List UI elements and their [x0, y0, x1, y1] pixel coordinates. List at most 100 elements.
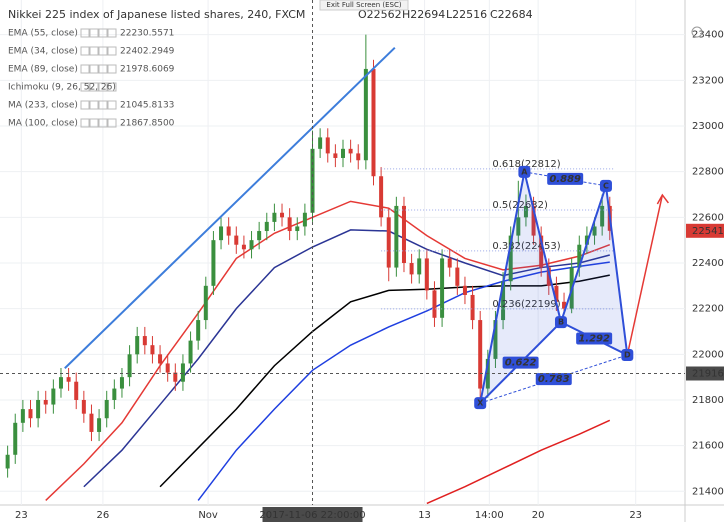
- candle-body: [127, 354, 132, 378]
- y-tick-label: 22600: [692, 212, 724, 223]
- pattern-point: [599, 179, 612, 192]
- candle-body: [379, 176, 384, 218]
- x-tick-label: 23: [629, 510, 642, 521]
- candle-body: [28, 409, 33, 419]
- candle-body: [188, 340, 193, 364]
- chart-title: Nikkei 225 index of Japanese listed shar…: [8, 8, 305, 21]
- legend-icon: [89, 100, 99, 110]
- ohlc-value: O22562: [358, 8, 402, 21]
- legend-icon: [89, 28, 99, 38]
- candle-body: [371, 68, 376, 177]
- candle-body: [249, 240, 254, 250]
- legend-name: MA (233, close): [8, 101, 78, 111]
- ma-line: [45, 200, 611, 501]
- candle-body: [104, 399, 109, 419]
- fib-label: 0.382(22453): [492, 241, 560, 252]
- candle-body: [341, 148, 345, 158]
- y-tick-label: 22200: [692, 304, 724, 315]
- candle-body: [241, 244, 246, 250]
- candle-body: [554, 285, 559, 302]
- legend-value: 22230.5571: [120, 29, 174, 39]
- ratio-label: 0.622: [505, 358, 537, 369]
- y-tick-label: 21600: [692, 441, 724, 452]
- candle-body: [462, 285, 467, 295]
- candle-body: [600, 205, 605, 227]
- candle-body: [119, 377, 124, 389]
- candle-body: [58, 377, 63, 389]
- candle-body: [196, 320, 201, 341]
- pattern-point-label: A: [521, 167, 528, 176]
- legend-icon: [98, 28, 108, 38]
- legend-icon: [107, 46, 117, 56]
- candle-body: [5, 454, 10, 469]
- legend-icon: [80, 64, 90, 74]
- candle-body: [417, 258, 422, 275]
- y-tick-label: 23400: [692, 30, 724, 41]
- ratio-box: [502, 356, 539, 369]
- candle-body: [43, 399, 48, 405]
- ratio-box: [576, 332, 613, 345]
- candle-body: [135, 336, 140, 355]
- legend-value: 21045.8133: [120, 101, 174, 111]
- candle-body: [455, 267, 460, 286]
- candle-body: [432, 290, 437, 318]
- ratio-box: [535, 373, 572, 386]
- x-tick-label: 26: [97, 510, 110, 521]
- x-tick-label: 13: [418, 510, 431, 521]
- legend-name: Ichimoku (9, 26, 52, 26): [8, 83, 116, 93]
- fib-label: 0.5(22632): [492, 200, 548, 211]
- legend-value: 21978.6069: [120, 65, 175, 75]
- pattern-point: [474, 397, 487, 410]
- legend-row: EMA (34, close) 22402.2949: [8, 46, 175, 57]
- x-tick-label: 20: [532, 510, 545, 521]
- legend-name: EMA (89, close): [8, 65, 78, 75]
- candle-body: [356, 153, 361, 161]
- legend-row: MA (100, close) 21867.8500: [8, 118, 175, 129]
- candle-body: [493, 320, 498, 359]
- x-tick-label: Nov: [198, 510, 218, 521]
- arrow-head: [656, 193, 669, 205]
- candle-body: [577, 244, 582, 268]
- ohlc-value: L22516: [446, 8, 487, 21]
- ma-line: [159, 274, 610, 488]
- legend-name: MA (100, close): [8, 119, 78, 129]
- last-price-box: [686, 223, 724, 238]
- legend-row: MA (233, close) 21045.8133: [8, 100, 174, 111]
- candle-body: [264, 221, 269, 232]
- candle-body: [584, 235, 589, 245]
- candle-body: [89, 413, 94, 432]
- candle-body: [478, 320, 483, 389]
- legend-icon: [89, 64, 99, 74]
- crosshair-time-box: [262, 507, 363, 522]
- candle-body: [81, 399, 86, 414]
- legend-icon: [80, 28, 90, 38]
- legend-icon: [98, 46, 108, 56]
- ma-line: [83, 229, 610, 488]
- x-tick-label: 23: [15, 510, 28, 521]
- ratio-label: 1.292: [578, 334, 610, 345]
- legend-row: Ichimoku (9, 26, 52, 26): [8, 82, 117, 93]
- candle-body: [226, 226, 231, 236]
- legend-icon: [98, 82, 108, 92]
- legend-icon: [89, 82, 99, 92]
- legend-icon: [98, 64, 108, 74]
- legend-icon: [107, 82, 117, 92]
- y-tick-label: 21800: [692, 395, 724, 406]
- candle-body: [165, 363, 170, 373]
- legend-value: 21867.8500: [120, 119, 175, 129]
- pattern-point-label: C: [603, 181, 609, 190]
- candle-body: [333, 153, 338, 158]
- candle-body: [280, 212, 285, 218]
- candle-body: [508, 235, 513, 282]
- candle-body: [394, 205, 399, 268]
- candle-body: [219, 226, 224, 241]
- candle-body: [20, 409, 25, 423]
- legend-row: EMA (89, close) 21978.6069: [8, 64, 175, 75]
- legend-row: EMA (55, close) 22230.5571: [8, 28, 174, 39]
- legend-icon: [98, 100, 108, 110]
- candle-body: [325, 137, 330, 154]
- candle-body: [424, 258, 429, 291]
- crosshair-price: 21916: [692, 368, 724, 379]
- candle-body: [386, 217, 391, 268]
